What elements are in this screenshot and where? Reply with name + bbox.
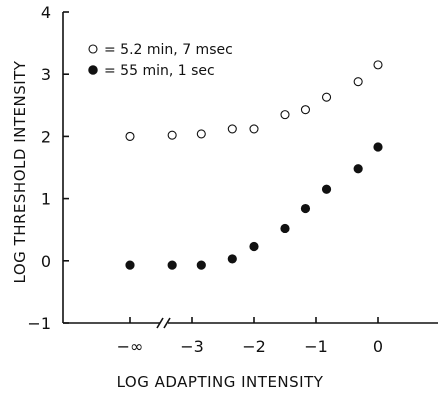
x-tick-label: −1: [304, 337, 328, 356]
data-point-open: [249, 124, 259, 134]
data-point-filled: [373, 142, 383, 152]
data-point-open: [227, 124, 237, 134]
y-tick-label: 2: [41, 127, 51, 146]
data-point-open: [196, 129, 206, 139]
data-point-filled: [227, 254, 237, 264]
chart-points: [125, 60, 383, 270]
y-tick-label: 0: [41, 252, 51, 271]
y-tick-label: −1: [27, 314, 51, 333]
data-point-filled: [196, 260, 206, 270]
legend-label: = 5.2 min, 7 msec: [104, 42, 233, 58]
data-point-open: [125, 131, 135, 141]
data-point-open: [321, 92, 332, 102]
data-point-open: [280, 110, 290, 120]
chart-ticks: −1 0 1 2 3 4 −∞ −3 −2 −1 0: [27, 3, 383, 356]
axis-break-mark: [163, 317, 171, 329]
x-tick-label: −2: [242, 337, 266, 356]
legend-label: = 55 min, 1 sec: [104, 63, 215, 79]
data-point-open: [353, 77, 363, 87]
x-tick-label: −3: [180, 337, 204, 356]
data-point-open: [300, 105, 311, 115]
x-tick-label: −∞: [117, 337, 144, 356]
data-point-filled: [249, 241, 259, 252]
data-point-open: [167, 130, 177, 140]
y-axis-title: LOG THRESHOLD INTENSITY: [11, 60, 29, 283]
y-tick-label: 3: [41, 65, 51, 84]
data-point-filled: [300, 203, 311, 214]
x-axis-title: LOG ADAPTING INTENSITY: [117, 373, 324, 391]
x-tick-label: 0: [373, 337, 383, 356]
data-point-filled: [353, 164, 363, 174]
y-tick-label: 4: [41, 3, 51, 22]
chart-axes: [62, 12, 438, 329]
axis-break-mark: [156, 317, 164, 329]
y-tick-label: 1: [41, 190, 51, 209]
data-point-filled: [167, 260, 177, 270]
legend-marker-filled: [88, 65, 98, 75]
data-point-filled: [125, 260, 135, 270]
data-point-filled: [280, 223, 290, 234]
data-point-open: [373, 60, 383, 70]
chart-legend: = 5.2 min, 7 msec = 55 min, 1 sec: [88, 42, 233, 79]
data-point-filled: [321, 184, 332, 194]
legend-marker-open: [88, 44, 98, 54]
